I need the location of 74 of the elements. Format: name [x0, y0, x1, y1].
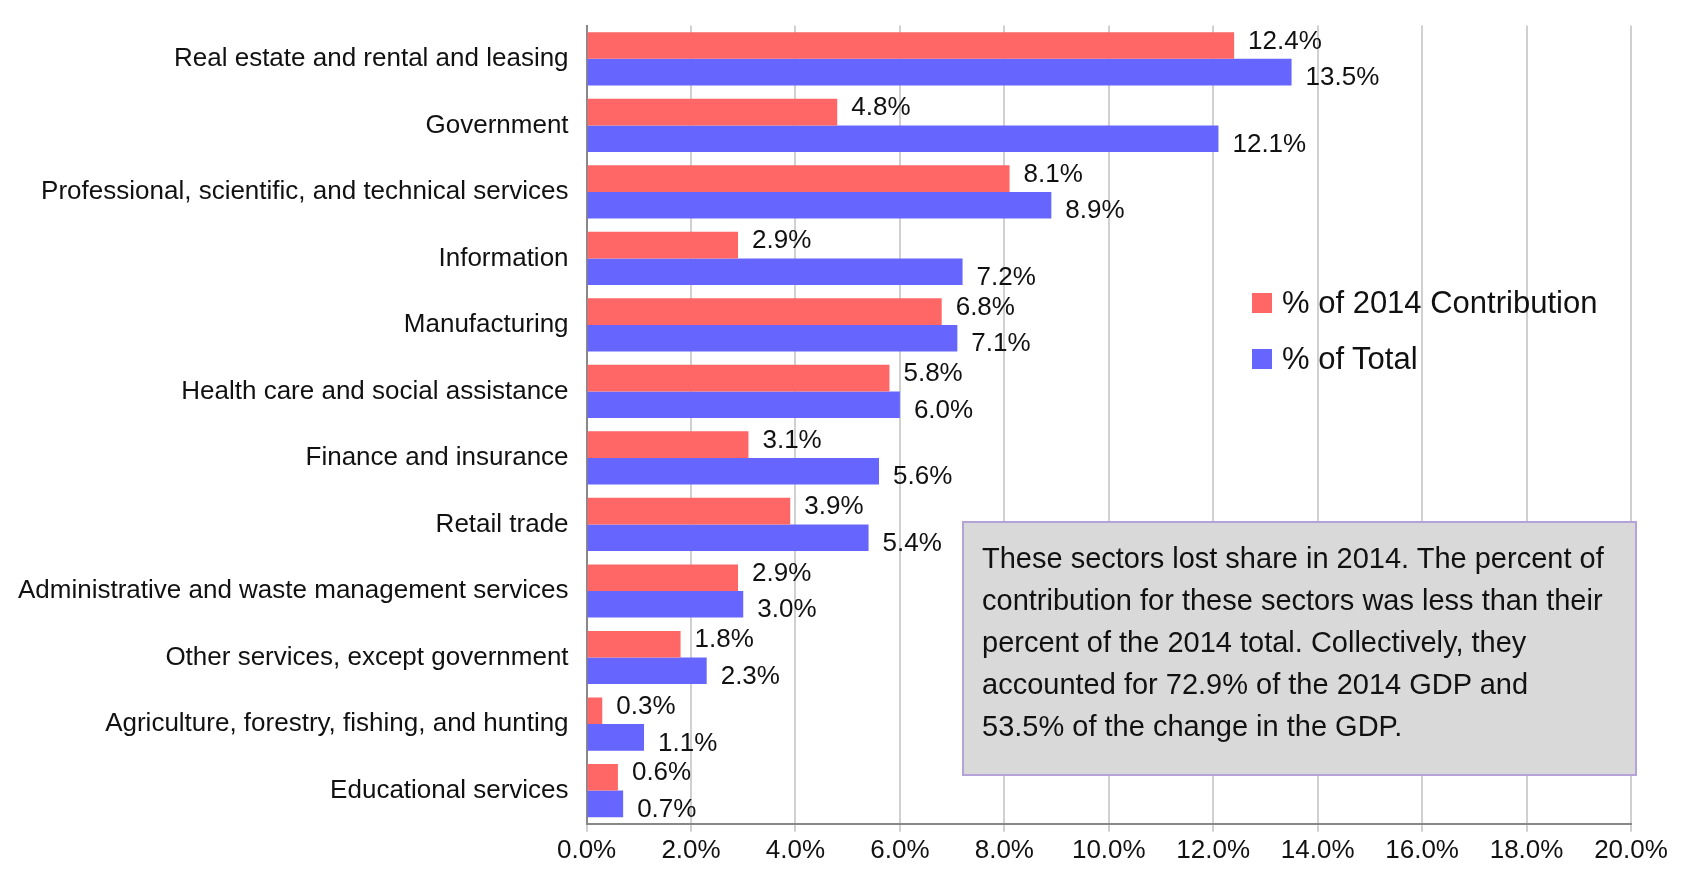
bar [587, 258, 963, 286]
y-tick-label: Manufacturing [403, 308, 569, 339]
bar [587, 364, 890, 392]
legend-label: % of Total [1282, 341, 1418, 377]
y-tick-label: Information [438, 241, 569, 272]
bar [587, 191, 1052, 219]
bar [587, 58, 1292, 86]
bar [587, 657, 707, 685]
data-label: 4.8% [851, 91, 911, 122]
data-label: 5.4% [882, 526, 942, 557]
data-label: 0.3% [616, 689, 676, 720]
y-tick-label: Health care and social assistance [181, 374, 569, 405]
x-tick-label: 18.0% [1489, 833, 1564, 864]
bar [587, 298, 942, 325]
y-tick-label: Finance and insurance [305, 441, 569, 472]
y-tick-label: Professional, scientific, and technical services [41, 175, 569, 206]
y-tick-label: Real estate and rental and leasing [173, 42, 569, 73]
bar [587, 524, 869, 552]
bar [587, 457, 880, 485]
x-tick-label: 4.0% [765, 833, 826, 864]
y-tick-label: Government [425, 108, 570, 139]
bar [587, 125, 1219, 152]
y-tick-label: Agriculture, forestry, fishing, and hunting [105, 707, 569, 738]
data-label: 8.9% [1065, 194, 1125, 225]
bar [587, 564, 739, 591]
data-label: 3.0% [757, 593, 817, 624]
data-label: 6.0% [913, 393, 974, 424]
data-label: 5.6% [893, 460, 953, 491]
data-label: 8.1% [1023, 157, 1083, 188]
bar [587, 763, 618, 791]
bar [587, 165, 1010, 192]
data-label: 12.4% [1248, 24, 1322, 55]
bar [587, 391, 900, 419]
bar [587, 431, 749, 458]
y-tick-label: Other services, except government [165, 640, 570, 671]
legend-label: % of 2014 Contribution [1282, 285, 1598, 321]
x-tick-label: 2.0% [661, 833, 721, 864]
data-label: 7.1% [971, 327, 1031, 358]
x-tick-label: 16.0% [1385, 833, 1459, 864]
x-tick-label: 10.0% [1071, 833, 1146, 864]
bar [587, 32, 1235, 59]
bar [587, 231, 739, 259]
bar [587, 790, 624, 818]
bar [587, 590, 744, 618]
data-label: 12.1% [1232, 127, 1307, 158]
data-label: 2.9% [752, 556, 812, 587]
bar [587, 697, 603, 725]
data-label: 0.7% [637, 793, 697, 824]
data-label: 3.9% [804, 490, 864, 521]
data-label: 1.8% [694, 623, 754, 654]
x-tick-label: 12.0% [1176, 833, 1251, 864]
y-tick-label: Educational services [330, 773, 569, 804]
annotation: These sectors lost share in 2014. The percent of contribution for these sectors was less than their percent of the 2014 total. Collectively, they accounted for 72.9% of the 2014 GDP and 53.5% of the change in the GDP. [962, 521, 1637, 776]
y-tick-label: Retail trade [435, 507, 569, 538]
x-tick-label: 0.0% [556, 833, 617, 864]
bar [587, 324, 958, 352]
bar [587, 724, 645, 751]
data-label: 7.2% [976, 260, 1036, 291]
data-label: 3.1% [762, 423, 822, 454]
data-label: 2.9% [752, 224, 812, 255]
x-tick-label: 8.0% [974, 833, 1034, 864]
bar [587, 497, 791, 525]
bar [587, 98, 838, 126]
data-label: 5.8% [903, 357, 963, 388]
x-tick-label: 6.0% [870, 833, 930, 864]
data-label: 2.3% [720, 659, 780, 690]
x-tick-label: 20.0% [1594, 833, 1668, 864]
y-tick-label: Administrative and waste management services [17, 574, 569, 605]
data-label: 6.8% [955, 290, 1015, 321]
x-tick-label: 14.0% [1280, 833, 1355, 864]
data-label: 13.5% [1305, 61, 1380, 92]
bar [587, 630, 681, 658]
data-label: 1.1% [658, 726, 718, 757]
data-label: 0.6% [631, 756, 692, 787]
